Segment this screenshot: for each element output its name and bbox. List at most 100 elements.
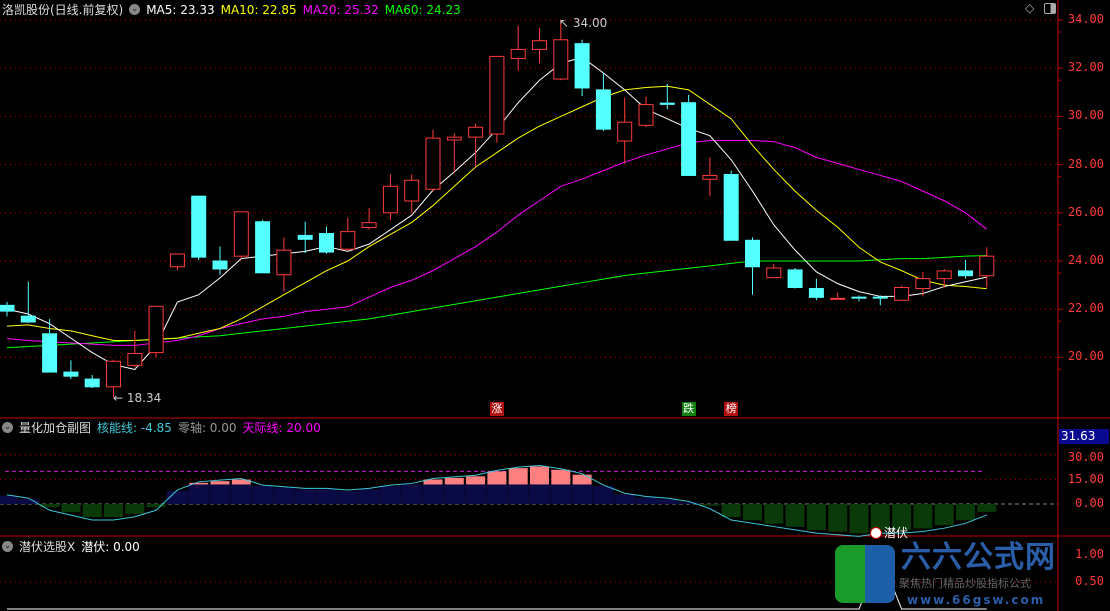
indicator1-bar-top — [551, 469, 571, 485]
indicator2-header: ⌄ 潜伏选股X 潜伏: 0.00 — [2, 538, 140, 555]
candle-down — [745, 239, 760, 268]
indicator1-bar-negative — [870, 504, 890, 531]
panel-toggle-icon[interactable] — [1044, 3, 1056, 14]
candle-up — [148, 305, 164, 354]
candle-up — [276, 249, 292, 276]
core-line — [6, 465, 987, 537]
indicator1-bar-negative — [977, 504, 997, 512]
candle-down — [63, 371, 79, 377]
chevron-down-icon[interactable]: ⌄ — [2, 541, 13, 552]
indicator1-bar-top — [466, 476, 486, 485]
indicator1-bar-negative — [146, 504, 166, 508]
indicator1-bar-positive — [209, 484, 231, 504]
indicator1-bar-negative — [934, 504, 954, 526]
candle-up — [340, 231, 356, 250]
candle-down — [872, 296, 888, 299]
indicator1-bar-top — [210, 481, 230, 485]
indicator1-tick-label: 15.00 — [1067, 471, 1104, 486]
indicator2-tick-label: 1.00 — [1075, 547, 1104, 561]
indicator1-bar-positive — [635, 497, 657, 504]
chevron-down-icon[interactable]: ⌄ — [2, 422, 13, 433]
indicator1-bar-negative — [892, 504, 912, 531]
candle-up — [446, 136, 462, 141]
indicator1-bar-negative — [82, 504, 102, 518]
indicator1-bar-positive — [166, 490, 188, 504]
candle-down — [84, 378, 100, 388]
price-tick-label: 28.00 — [1067, 156, 1104, 171]
indicator1-bar-negative — [125, 504, 145, 514]
candle-up — [233, 211, 249, 257]
candle-up — [915, 278, 931, 289]
candle-up — [936, 270, 952, 280]
candle-up — [382, 185, 398, 214]
price-tick-label: 34.00 — [1067, 12, 1104, 26]
ma20-label: MA20: 25.32 — [302, 2, 379, 17]
indicator1-bar-negative — [913, 504, 933, 529]
price-tick-label: 32.00 — [1067, 60, 1104, 75]
candle-down — [20, 315, 36, 323]
low-annotation: ← 18.34 — [113, 391, 162, 405]
indicator1-bar-negative — [61, 504, 81, 513]
indicator1-bar-negative — [743, 504, 762, 521]
signal-label: 潜伏 — [884, 526, 909, 540]
chevron-down-icon[interactable]: ⌄ — [129, 4, 141, 15]
indicator1-bar-positive — [678, 502, 700, 504]
price-tick-label: 24.00 — [1067, 253, 1104, 267]
high-value: 34.00 — [572, 16, 608, 30]
indicator1-bar-top — [423, 479, 443, 485]
candle-up — [617, 121, 633, 142]
candle-down — [191, 195, 207, 258]
indicator1-bar-positive — [230, 484, 252, 504]
indicator1-bar-positive — [252, 486, 274, 504]
candle-down — [681, 102, 697, 176]
indicator1-bar-positive — [571, 484, 593, 504]
candle-up — [404, 179, 420, 202]
indicator1-bar-positive — [337, 490, 359, 504]
candle-up — [169, 253, 185, 268]
indicator1-bar-negative — [849, 504, 869, 534]
indicator1-bar-top — [572, 474, 592, 485]
candle-down — [659, 102, 675, 105]
candle-up — [425, 137, 441, 190]
ma10-line — [6, 85, 987, 342]
indicator1-bar-positive — [422, 484, 444, 504]
indicator1-current-box: 31.63 — [1059, 429, 1109, 444]
indicator1-bar-top — [508, 468, 528, 485]
candle-down — [851, 296, 867, 299]
ma10-label: MA10: 22.85 — [220, 2, 297, 17]
candle-up — [979, 255, 995, 277]
candle-down — [297, 234, 313, 240]
candle-up — [830, 297, 846, 300]
candle-up — [468, 126, 484, 138]
main-header: 洛凯股份(日线.前复权) ⌄ MA5: 23.33 MA10: 22.85 MA… — [2, 1, 461, 18]
signal-tag: 跌 — [681, 402, 696, 416]
candle-up — [894, 287, 910, 301]
indicator1-bar-negative — [700, 504, 720, 506]
candle-up — [510, 48, 526, 60]
indicator1-bar-positive — [294, 489, 316, 504]
indicator1-name[interactable]: 量化加仓副图 — [19, 421, 92, 435]
zero-axis-value: 零轴: 0.00 — [177, 421, 237, 435]
indicator1-bar-positive — [316, 489, 337, 504]
latent-line — [7, 553, 987, 610]
indicator1-tick-label: 30.00 — [1067, 450, 1104, 465]
indicator1-bar-positive — [529, 484, 550, 504]
candle-up — [638, 104, 654, 126]
indicator1-bar-top — [189, 482, 209, 485]
logo-brand: 六六公式网 — [901, 540, 1056, 575]
candle-down — [808, 287, 824, 298]
candle-up — [489, 55, 505, 135]
price-tick-label: 22.00 — [1067, 301, 1104, 316]
candle-down — [595, 89, 611, 130]
candle-up — [702, 174, 718, 180]
indicator1-bar-positive — [656, 499, 678, 504]
indicator2-name[interactable]: 潜伏选股X — [19, 540, 76, 554]
diamond-icon[interactable]: ◇ — [1025, 1, 1035, 15]
indicator1-bar-positive — [550, 484, 572, 504]
signal-tag: 涨 — [489, 402, 504, 416]
indicator1-bar-positive — [592, 486, 614, 504]
candle-up — [106, 360, 121, 388]
indicator1-bar-positive — [188, 484, 210, 504]
price-tick-label: 30.00 — [1067, 108, 1104, 123]
